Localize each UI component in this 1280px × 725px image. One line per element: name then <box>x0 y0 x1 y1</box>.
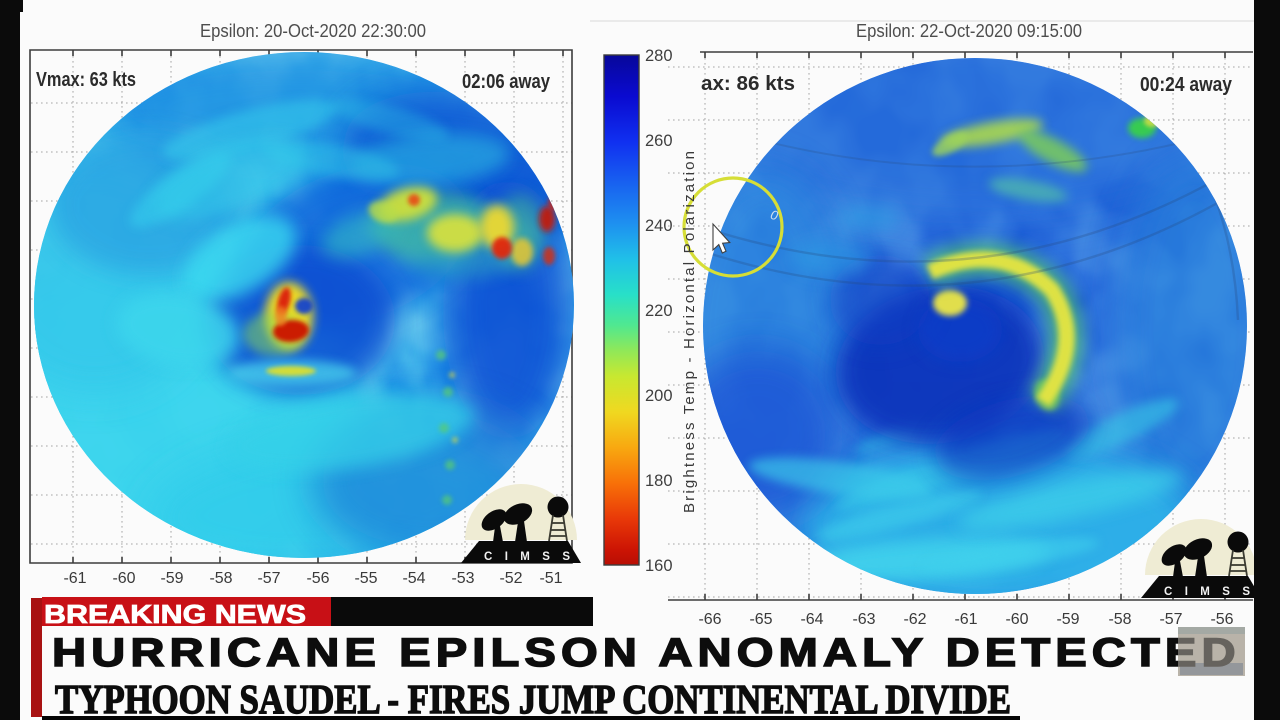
svg-text:-56: -56 <box>1210 611 1233 628</box>
svg-text:HURRICANE EPILSON ANOMALY DETE: HURRICANE EPILSON ANOMALY DETECTED <box>52 630 1236 675</box>
svg-text:ax: 86 kts: ax: 86 kts <box>701 73 795 95</box>
svg-text:-60: -60 <box>1005 611 1028 628</box>
svg-text:-56: -56 <box>306 570 329 587</box>
svg-text:-64: -64 <box>800 611 823 628</box>
svg-text:-58: -58 <box>1108 611 1131 628</box>
svg-text:-59: -59 <box>160 570 183 587</box>
svg-text:-62: -62 <box>903 611 926 628</box>
svg-text:CIMSS: CIMSS <box>484 551 570 563</box>
svg-text:180: 180 <box>645 472 673 490</box>
svg-text:-53: -53 <box>451 570 474 587</box>
svg-text:280: 280 <box>645 47 673 65</box>
svg-text:-57: -57 <box>257 570 280 587</box>
svg-text:-63: -63 <box>852 611 875 628</box>
svg-text:-60: -60 <box>112 570 135 587</box>
svg-text:00:24 away: 00:24 away <box>1140 74 1233 96</box>
svg-text:-59: -59 <box>1056 611 1079 628</box>
svg-text:Epsilon: 20-Oct-2020 22:30:00: Epsilon: 20-Oct-2020 22:30:00 <box>200 20 426 41</box>
svg-text:-65: -65 <box>749 611 772 628</box>
svg-text:-51: -51 <box>539 570 562 587</box>
svg-text:-61: -61 <box>954 611 977 628</box>
svg-text:Brightness Temp - Horizontal P: Brightness Temp - Horizontal Polarizatio… <box>681 151 698 513</box>
svg-text:160: 160 <box>645 557 673 575</box>
svg-text:02:06 away: 02:06 away <box>462 71 551 93</box>
svg-text:260: 260 <box>645 132 673 150</box>
svg-text:BREAKING NEWS: BREAKING NEWS <box>44 599 306 629</box>
svg-text:Vmax: 63 kts: Vmax: 63 kts <box>36 69 136 91</box>
svg-text:240: 240 <box>645 217 673 235</box>
svg-text:-66: -66 <box>698 611 721 628</box>
svg-text:-52: -52 <box>499 570 522 587</box>
svg-text:-58: -58 <box>209 570 232 587</box>
svg-text:TYPHOON SAUDEL - FIRES JUMP CO: TYPHOON SAUDEL - FIRES JUMP CONTINENTAL … <box>55 676 1011 720</box>
svg-text:CIMSS: CIMSS <box>1164 586 1250 598</box>
svg-text:220: 220 <box>645 302 673 320</box>
svg-text:0: 0 <box>769 207 781 224</box>
svg-text:-55: -55 <box>354 570 377 587</box>
svg-text:200: 200 <box>645 387 673 405</box>
svg-text:-54: -54 <box>402 570 425 587</box>
svg-text:-57: -57 <box>1159 611 1182 628</box>
svg-text:Epsilon: 22-Oct-2020 09:15:00: Epsilon: 22-Oct-2020 09:15:00 <box>856 20 1082 41</box>
svg-text:-61: -61 <box>63 570 86 587</box>
